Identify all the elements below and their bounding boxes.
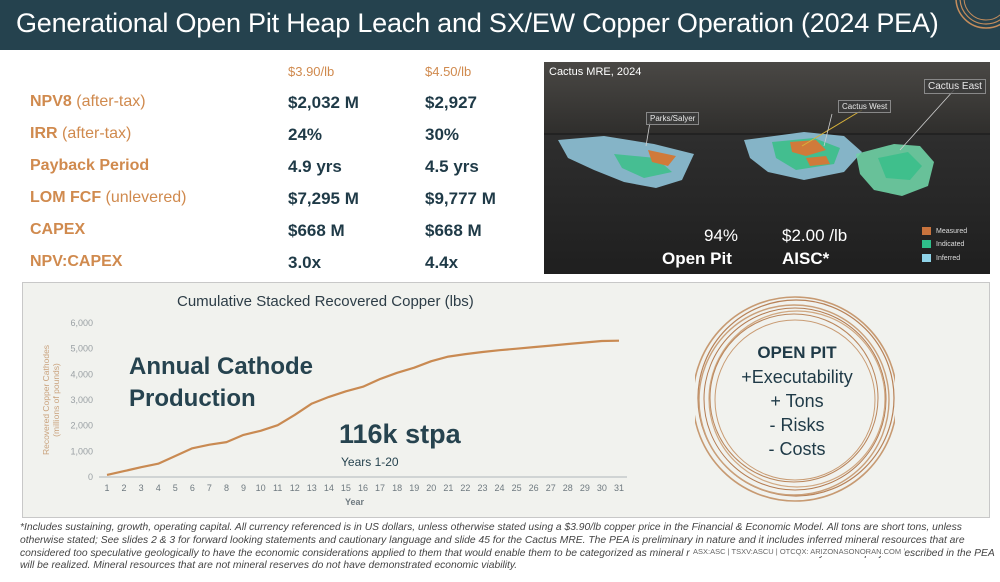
open-pit-label: Open Pit [662, 249, 732, 268]
metric-value-base: 24% [288, 125, 323, 144]
x-tick-label: 6 [190, 483, 195, 493]
metric-row-irr: IRR (after-tax) 24% 30% [0, 125, 540, 153]
metric-value-high: $9,777 M [425, 189, 496, 208]
economics-table: $3.90/lb $4.50/lb NPV8 (after-tax) $2,03… [0, 56, 540, 278]
x-tick-label: 11 [273, 483, 282, 493]
x-tick-label: 7 [207, 483, 212, 493]
metric-value-base: $668 M [288, 221, 345, 240]
metric-label: Payback Period [30, 157, 150, 174]
y-tick-label: 2,000 [70, 421, 93, 431]
metric-value-base: 4.9 yrs [288, 157, 342, 176]
metric-value-high: $2,927 [425, 93, 477, 112]
y-tick-label: 4,000 [70, 369, 93, 379]
metric-row-payback: Payback Period 4.9 yrs 4.5 yrs [0, 157, 540, 185]
x-tick-label: 29 [580, 483, 590, 493]
metric-label: CAPEX [30, 221, 86, 238]
open-pit-percent: 94% [704, 226, 739, 245]
open-pit-heading: OPEN PIT [757, 343, 837, 362]
y-tick-label: 1,000 [70, 446, 93, 456]
benefit-executability: +Executability [741, 367, 853, 387]
aisc-label: AISC* [782, 249, 830, 268]
x-tick-label: 28 [563, 483, 573, 493]
x-tick-label: 8 [224, 483, 229, 493]
x-tick-label: 23 [477, 483, 487, 493]
mre-title: Cactus MRE, 2024 [549, 66, 642, 78]
y-axis-label: Recovered Copper Cathodes(millions of po… [41, 345, 61, 455]
x-tick-label: 27 [546, 483, 556, 493]
x-tick-label: 2 [122, 483, 127, 493]
metric-value-high: 30% [425, 125, 460, 144]
metric-value-base: $7,295 M [288, 189, 359, 208]
x-tick-label: 10 [256, 483, 266, 493]
x-tick-label: 12 [290, 483, 300, 493]
x-tick-label: 1 [104, 483, 109, 493]
y-tick-label: 6,000 [70, 318, 93, 328]
x-tick-label: 5 [173, 483, 178, 493]
metric-label: NPV8 (after-tax) [30, 93, 146, 110]
y-tick-label: 3,000 [70, 395, 93, 405]
benefit-costs: - Costs [768, 439, 826, 459]
legend-inferred: Inferred [922, 254, 960, 262]
stpa-value: 116k stpa [339, 419, 461, 449]
x-tick-label: 13 [307, 483, 317, 493]
x-tick-label: 18 [392, 483, 402, 493]
benefit-risks: - Risks [769, 415, 825, 435]
copper-rings-graphic [695, 296, 895, 502]
price-header-high: $4.50/lb [425, 64, 472, 79]
copper-chart-panel: Cumulative Stacked Recovered Copper (lbs… [22, 282, 990, 518]
x-tick-label: 30 [597, 483, 607, 493]
metric-row-npv-capex: NPV:CAPEX 3.0x 4.4x [0, 253, 540, 281]
metric-label: NPV:CAPEX [30, 253, 123, 270]
cactus-mre-panel: Cactus MRE, 2024 Parks/Salyer Cactus Wes… [544, 62, 990, 274]
metric-row-npv: NPV8 (after-tax) $2,032 M $2,927 [0, 93, 540, 121]
x-tick-label: 20 [426, 483, 436, 493]
metric-row-capex: CAPEX $668 M $668 M [0, 221, 540, 249]
metric-row-fcf: LOM FCF (unlevered) $7,295 M $9,777 M [0, 189, 540, 217]
page-title: Generational Open Pit Heap Leach and SX/… [16, 8, 939, 38]
x-tick-label: 22 [460, 483, 470, 493]
production-label: Production [129, 385, 256, 412]
cumulative-copper-line [106, 339, 620, 476]
disclaimer-footnote: *Includes sustaining, growth, operating … [20, 522, 995, 572]
x-tick-label: 31 [614, 483, 624, 493]
x-tick-label: 16 [358, 483, 368, 493]
benefit-tons: + Tons [770, 391, 824, 411]
metric-value-base: $2,032 M [288, 93, 359, 112]
metric-label: LOM FCF (unlevered) [30, 189, 187, 206]
metric-value-base: 3.0x [288, 253, 322, 272]
header-bar: Generational Open Pit Heap Leach and SX/… [0, 0, 1000, 50]
annual-cathode-label: Annual Cathode [129, 353, 313, 380]
chart-title: Cumulative Stacked Recovered Copper (lbs… [177, 293, 474, 310]
x-tick-label: 3 [139, 483, 144, 493]
metric-label: IRR (after-tax) [30, 125, 132, 142]
x-tick-label: 17 [375, 483, 385, 493]
label-cactus-west: Cactus West [838, 100, 892, 113]
metric-value-high: $668 M [425, 221, 482, 240]
label-parks-salyer: Parks/Salyer [646, 112, 700, 125]
x-tick-label: 9 [241, 483, 246, 493]
y-tick-label: 5,000 [70, 344, 93, 354]
x-tick-label: 26 [529, 483, 539, 493]
x-tick-label: 19 [409, 483, 419, 493]
orebody-3d-model [544, 62, 990, 196]
price-header-base: $3.90/lb [288, 64, 335, 79]
aisc-value: $2.00 /lb [782, 226, 848, 245]
x-tick-label: 14 [324, 483, 334, 493]
x-tick-label: 15 [341, 483, 351, 493]
x-tick-label: 25 [512, 483, 522, 493]
y-tick-label: 0 [88, 472, 93, 482]
legend-measured: Measured [922, 227, 967, 235]
company-logo-rings [955, 0, 1000, 29]
label-cactus-east: Cactus East [924, 79, 986, 94]
x-tick-label: 21 [443, 483, 453, 493]
x-tick-label: 4 [156, 483, 161, 493]
x-axis-label: Year [345, 497, 365, 507]
years-range: Years 1-20 [341, 455, 399, 469]
legend-indicated: Indicated [922, 240, 964, 248]
x-tick-label: 24 [495, 483, 505, 493]
footer-url: ASX:ASC | TSXV:ASCU | OTCQX: ARIZONASONO… [690, 547, 905, 556]
metric-value-high: 4.5 yrs [425, 157, 479, 176]
metric-value-high: 4.4x [425, 253, 459, 272]
